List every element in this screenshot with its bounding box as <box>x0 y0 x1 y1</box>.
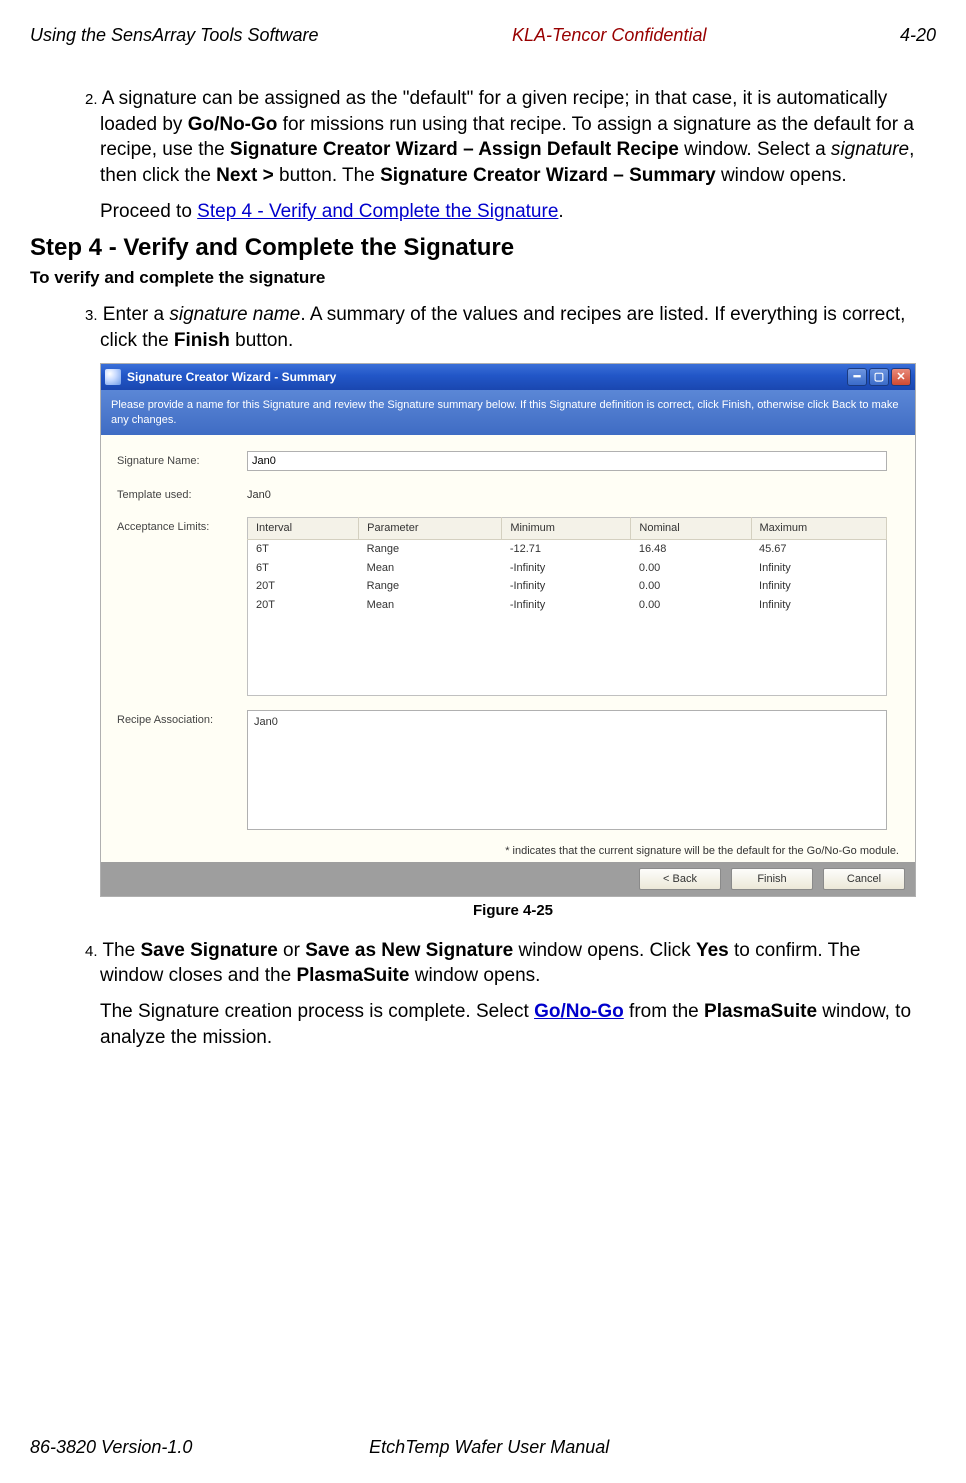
finish-ref: Finish <box>174 330 230 351</box>
step-2-item: 2. A signature can be assigned as the "d… <box>100 86 926 189</box>
yes-ref: Yes <box>696 940 729 961</box>
next-button-ref: Next > <box>216 165 274 186</box>
text: from the <box>624 1001 704 1022</box>
cell: Infinity <box>751 559 886 578</box>
button-bar: < Back Finish Cancel <box>101 862 915 896</box>
text: button. The <box>274 165 380 186</box>
col-minimum[interactable]: Minimum <box>502 517 631 539</box>
cell: 6T <box>248 559 359 578</box>
cell: -12.71 <box>502 539 631 558</box>
table-row[interactable]: 6T Range -12.71 16.48 45.67 <box>248 539 887 558</box>
col-parameter[interactable]: Parameter <box>359 517 502 539</box>
text: window opens. Click <box>513 940 696 961</box>
cell: 0.00 <box>631 577 751 596</box>
finish-button[interactable]: Finish <box>731 868 813 890</box>
signature-name-field-label: Signature Name: <box>117 451 247 469</box>
recipe-association-label: Recipe Association: <box>117 710 247 728</box>
back-button[interactable]: < Back <box>639 868 721 890</box>
minimize-icon[interactable]: ━ <box>847 368 867 386</box>
save-signature-ref: Save Signature <box>140 940 277 961</box>
text: window opens. <box>409 965 540 986</box>
cell: 0.00 <box>631 596 751 615</box>
wizard-window: Signature Creator Wizard - Summary ━ ▢ ✕… <box>100 363 916 897</box>
cell: Mean <box>359 596 502 615</box>
page-header: Using the SensArray Tools Software KLA-T… <box>30 25 936 46</box>
app-icon <box>105 369 121 385</box>
cell: 0.00 <box>631 559 751 578</box>
footer-center: EtchTemp Wafer User Manual <box>42 1437 936 1458</box>
cancel-button[interactable]: Cancel <box>823 868 905 890</box>
gonogo-link[interactable]: Go/No-Go <box>534 1001 624 1022</box>
gonogo-label: Go/No-Go <box>188 114 278 135</box>
wizard-assign-label: Signature Creator Wizard – Assign Defaul… <box>230 139 679 160</box>
step4-heading: Step 4 - Verify and Complete the Signatu… <box>30 234 936 262</box>
close-icon[interactable]: ✕ <box>891 368 911 386</box>
col-interval[interactable]: Interval <box>248 517 359 539</box>
wizard-summary-label: Signature Creator Wizard – Summary <box>380 165 716 186</box>
recipe-association-list[interactable]: Jan0 <box>247 710 887 830</box>
col-nominal[interactable]: Nominal <box>631 517 751 539</box>
text: . <box>558 201 563 222</box>
text: button. <box>230 330 293 351</box>
table-row[interactable]: 20T Mean -Infinity 0.00 Infinity <box>248 596 887 615</box>
step-4-item: 4. The Save Signature or Save as New Sig… <box>100 938 926 989</box>
step4-subhead: To verify and complete the signature <box>30 268 936 288</box>
cell: 20T <box>248 596 359 615</box>
text: The Signature creation process is comple… <box>100 1001 534 1022</box>
acceptance-limits-label: Acceptance Limits: <box>117 517 247 535</box>
list-number-3: 3. <box>85 307 98 324</box>
list-number-4: 4. <box>85 943 98 960</box>
proceed-line: Proceed to Step 4 - Verify and Complete … <box>100 199 926 225</box>
step-3-item: 3. Enter a signature name. A summary of … <box>100 302 926 353</box>
cell: -Infinity <box>502 577 631 596</box>
cell: 16.48 <box>631 539 751 558</box>
text: or <box>278 940 305 961</box>
cell: -Infinity <box>502 596 631 615</box>
list-number-2: 2. <box>85 91 98 108</box>
cell: 45.67 <box>751 539 886 558</box>
page-footer: 86-3820 Version-1.0 EtchTemp Wafer User … <box>30 1437 936 1458</box>
text: Enter a <box>103 304 170 325</box>
plasmasuite-ref: PlasmaSuite <box>296 965 409 986</box>
text: window opens. <box>716 165 847 186</box>
save-as-new-ref: Save as New Signature <box>305 940 513 961</box>
cell: Range <box>359 577 502 596</box>
text: window. Select a <box>679 139 831 160</box>
table-row[interactable]: 20T Range -Infinity 0.00 Infinity <box>248 577 887 596</box>
default-note: * indicates that the current signature w… <box>101 838 915 863</box>
cell: Range <box>359 539 502 558</box>
figure-caption: Figure 4-25 <box>100 901 926 921</box>
text: Proceed to <box>100 201 197 222</box>
step-4-para2: The Signature creation process is comple… <box>100 999 926 1050</box>
signature-name-label: signature name <box>169 304 300 325</box>
plasmasuite-ref2: PlasmaSuite <box>704 1001 817 1022</box>
titlebar: Signature Creator Wizard - Summary ━ ▢ ✕ <box>101 364 915 390</box>
cell: Infinity <box>751 596 886 615</box>
acceptance-limits-table: Interval Parameter Minimum Nominal Maxim… <box>247 517 887 696</box>
text: The <box>102 940 140 961</box>
maximize-icon[interactable]: ▢ <box>869 368 889 386</box>
signature-name-input[interactable] <box>247 451 887 471</box>
template-used-label: Template used: <box>117 485 247 503</box>
header-left: Using the SensArray Tools Software <box>30 25 318 46</box>
cell: Mean <box>359 559 502 578</box>
instruction-bar: Please provide a name for this Signature… <box>101 390 915 435</box>
cell: Infinity <box>751 577 886 596</box>
window-title: Signature Creator Wizard - Summary <box>127 369 847 385</box>
col-maximum[interactable]: Maximum <box>751 517 886 539</box>
step4-link[interactable]: Step 4 - Verify and Complete the Signatu… <box>197 201 558 222</box>
cell: 6T <box>248 539 359 558</box>
cell: -Infinity <box>502 559 631 578</box>
header-right: 4-20 <box>900 25 936 46</box>
table-row[interactable]: 6T Mean -Infinity 0.00 Infinity <box>248 559 887 578</box>
signature-label: signature <box>831 139 909 160</box>
header-center: KLA-Tencor Confidential <box>512 25 706 46</box>
cell: 20T <box>248 577 359 596</box>
template-used-value: Jan0 <box>247 485 899 503</box>
